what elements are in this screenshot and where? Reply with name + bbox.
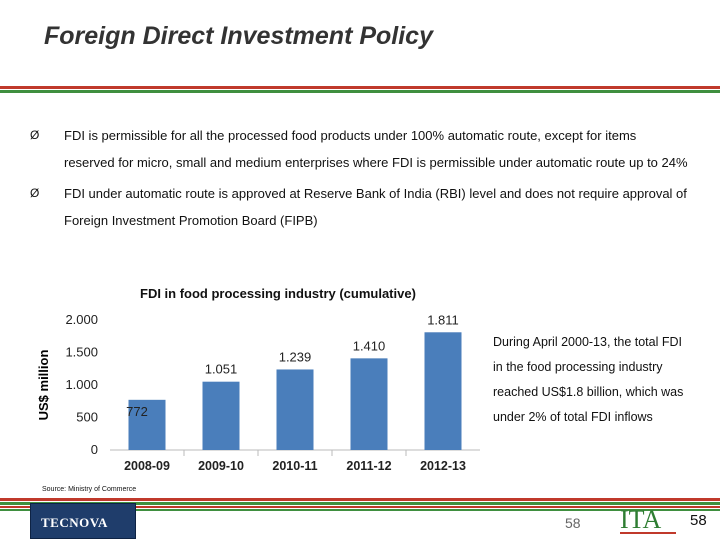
bar-value-label: 772 xyxy=(126,404,148,419)
y-tick-label: 500 xyxy=(76,410,98,425)
y-tick-label: 1.500 xyxy=(65,345,98,360)
bullet-arrow-icon: Ø xyxy=(30,128,40,142)
ita-logo: ITA xyxy=(620,505,676,534)
bar xyxy=(276,369,314,450)
bar-value-label: 1.051 xyxy=(205,362,238,377)
fdi-bar-chart: US$ million 0 500 1.000 1.500 2.000 772 2008-09… xyxy=(36,312,480,473)
title-rule-green xyxy=(0,90,720,93)
title-rule-red xyxy=(0,86,720,89)
bar-value-label: 1.811 xyxy=(427,312,459,327)
x-tick-label: 2008-09 xyxy=(124,459,170,473)
page-number-left: 58 xyxy=(565,515,581,531)
y-axis-label: US$ million xyxy=(36,350,51,421)
source-note: Source: Ministry of Commerce xyxy=(42,486,137,493)
bullet-item: Ø FDI under automatic route is approved … xyxy=(30,180,690,234)
bullet-text: FDI under automatic route is approved at… xyxy=(64,186,687,228)
bar xyxy=(350,358,388,450)
side-note: During April 2000-13, the total FDI in t… xyxy=(493,335,684,424)
tecnova-logo-text: TECNOVA xyxy=(41,515,108,530)
bullet-list: Ø FDI is permissible for all the process… xyxy=(30,122,690,238)
page-number-right: 58 xyxy=(690,512,707,529)
bullet-item: Ø FDI is permissible for all the process… xyxy=(30,122,690,176)
x-tick-label: 2012-13 xyxy=(420,459,466,473)
bar xyxy=(424,332,462,450)
y-tick-label: 0 xyxy=(91,442,98,457)
y-tick-label: 1.000 xyxy=(65,377,98,392)
slide-title: Foreign Direct Investment Policy xyxy=(44,22,433,50)
x-tick-label: 2009-10 xyxy=(198,459,244,473)
bar-value-label: 1.239 xyxy=(279,349,312,364)
x-tick-label: 2010-11 xyxy=(272,459,317,473)
y-tick-label: 2.000 xyxy=(65,312,98,327)
bar xyxy=(202,381,240,450)
tecnova-logo: TECNOVA xyxy=(30,503,136,539)
bullet-arrow-icon: Ø xyxy=(30,186,40,200)
x-tick-label: 2011-12 xyxy=(346,459,391,473)
ita-logo-text: ITA xyxy=(620,505,661,534)
chart-title: FDI in food processing industry (cumulat… xyxy=(140,286,416,301)
bullet-text: FDI is permissible for all the processed… xyxy=(64,128,688,170)
bar-value-label: 1.410 xyxy=(353,338,386,353)
bar xyxy=(128,399,166,450)
footer-stripes xyxy=(0,498,720,511)
